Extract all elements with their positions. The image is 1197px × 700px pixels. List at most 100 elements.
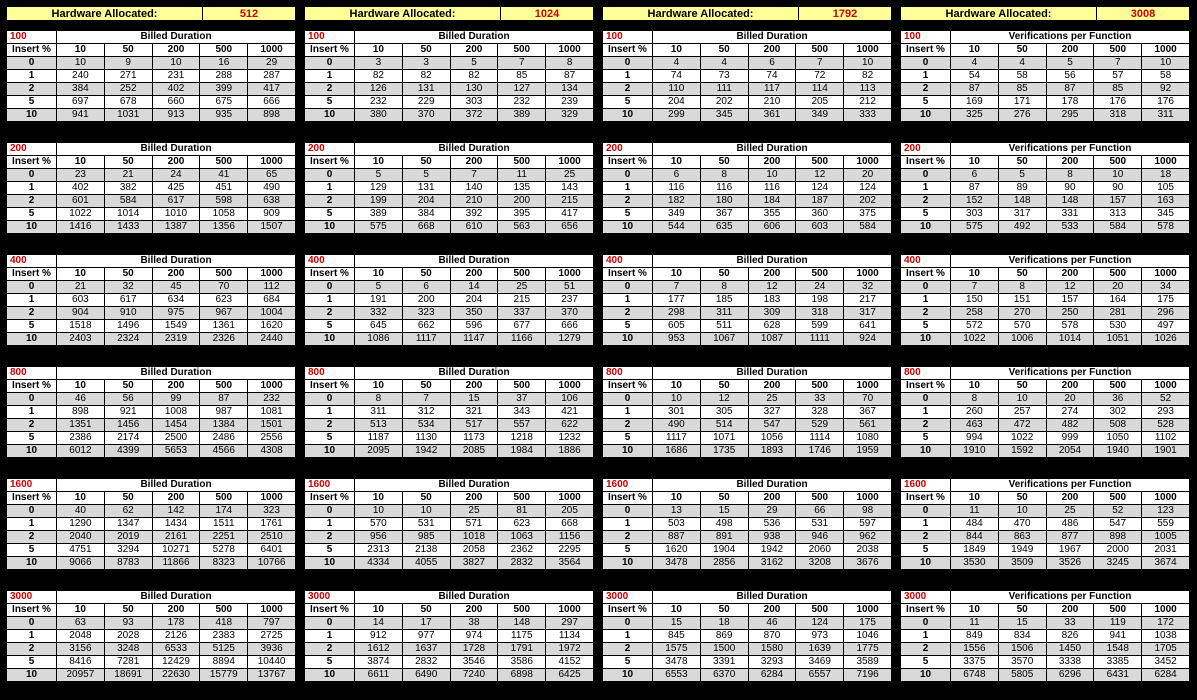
column-header-row: Insert % 10 50 200 500 1000	[900, 267, 1190, 281]
size-block-3000: 3000 Billed Duration Insert % 10 50 200 500 100…	[304, 590, 594, 682]
insert-pct-label: 0	[602, 504, 653, 518]
table-cell: 570	[997, 319, 1047, 333]
table-cell: 1063	[497, 530, 547, 544]
table-cell: 1102	[1141, 431, 1190, 445]
table-cell: 2725	[247, 629, 296, 643]
table-cell: 973	[795, 629, 845, 643]
table-cell: 6012	[56, 444, 105, 458]
size-label: 100	[602, 30, 653, 44]
table-cell: 313	[1093, 207, 1143, 221]
table-cell: 533	[1045, 220, 1095, 234]
column-header: 1000	[545, 43, 594, 57]
table-cell: 498	[699, 517, 749, 531]
table-cell: 6611	[354, 668, 403, 682]
table-cell: 33	[1045, 616, 1095, 630]
table-row: 1 74 73 74 72 82	[602, 69, 892, 83]
insert-pct-label: 0	[6, 392, 57, 406]
column-header-row: Insert % 10 50 200 500 1000	[6, 155, 296, 169]
table-cell: 185	[699, 293, 749, 307]
table-cell: 1080	[843, 431, 892, 445]
table-cell: 25	[449, 504, 499, 518]
table-cell: 425	[151, 181, 201, 195]
insert-pct-label: 5	[602, 655, 653, 669]
table-cell: 956	[354, 530, 403, 544]
table-row: 2 3156 3248 6533 5125 3936	[6, 642, 296, 656]
table-cell: 1901	[1141, 444, 1190, 458]
table-cell: 617	[103, 293, 153, 307]
table-cell: 994	[950, 431, 999, 445]
table-cell: 148	[497, 616, 547, 630]
insert-pct-label: 5	[900, 207, 951, 221]
table-cell: 797	[247, 616, 296, 630]
table-cell: 15	[652, 616, 701, 630]
column-header: 50	[103, 603, 153, 617]
table-cell: 303	[449, 95, 499, 109]
table-cell: 2313	[354, 543, 403, 557]
size-block-3000: 3000 Billed Duration Insert % 10 50 200 500 100…	[602, 590, 892, 682]
column-header: 10	[354, 267, 403, 281]
table-title: Billed Duration	[354, 590, 594, 604]
insert-pct-label: 5	[900, 431, 951, 445]
size-block-400: 400 Billed Duration Insert % 10 50 200 500 1000…	[6, 254, 296, 346]
column-header: 200	[151, 155, 201, 169]
table-cell: 332	[354, 306, 403, 320]
insert-header: Insert %	[602, 267, 653, 281]
table-cell: 21	[103, 168, 153, 182]
table-cell: 92	[1141, 82, 1190, 96]
title-row: 800 Billed Duration	[304, 366, 594, 380]
column-header: 10	[652, 379, 701, 393]
table-cell: 2440	[247, 332, 296, 346]
table-cell: 3509	[997, 556, 1047, 570]
table-row: 5 349 367 355 360 375	[602, 207, 892, 221]
insert-pct-label: 0	[6, 504, 57, 518]
column-header: 10	[354, 43, 403, 57]
table-cell: 317	[997, 207, 1047, 221]
column-header: 200	[449, 43, 499, 57]
table-cell: 85	[497, 69, 547, 83]
column-header: 50	[401, 155, 451, 169]
table-cell: 623	[497, 517, 547, 531]
table-cell: 451	[199, 181, 249, 195]
table-cell: 10	[1141, 56, 1190, 70]
table-cell: 1612	[354, 642, 403, 656]
table-cell: 1384	[199, 418, 249, 432]
table-row: 2 844 863 877 898 1005	[900, 530, 1190, 544]
insert-pct-label: 0	[900, 280, 951, 294]
title-row: 800 Billed Duration	[6, 366, 296, 380]
table-cell: 668	[545, 517, 594, 531]
table-cell: 5	[354, 280, 403, 294]
insert-pct-label: 0	[304, 616, 355, 630]
table-cell: 421	[545, 405, 594, 419]
title-row: 800 Verifications per Function	[900, 366, 1190, 380]
table-cell: 4399	[103, 444, 153, 458]
insert-pct-label: 2	[900, 642, 951, 656]
table-cell: 1026	[1141, 332, 1190, 346]
table-cell: 25	[545, 168, 594, 182]
size-label: 800	[602, 366, 653, 380]
table-row: 0 46 56 99 87 232	[6, 392, 296, 406]
size-label: 400	[6, 254, 57, 268]
column-header-row: Insert % 10 50 200 500 1000	[6, 491, 296, 505]
column-header: 10	[652, 155, 701, 169]
table-cell: 534	[401, 418, 451, 432]
table-cell: 135	[497, 181, 547, 195]
column-header-row: Insert % 10 50 200 500 1000	[602, 491, 892, 505]
table-row: 0 11 10 25 52 123	[900, 504, 1190, 518]
table-cell: 635	[699, 220, 749, 234]
table-cell: 252	[103, 82, 153, 96]
table-cell: 293	[1141, 405, 1190, 419]
table-cell: 584	[843, 220, 892, 234]
data-table: 1600 Billed Duration Insert % 10 50 200 500 100…	[602, 478, 892, 570]
column-header: 500	[1093, 491, 1143, 505]
table-row: 1 82 82 82 85 87	[304, 69, 594, 83]
table-row: 1 1290 1347 1434 1511 1761	[6, 517, 296, 531]
table-row: 10 575 668 610 563 656	[304, 220, 594, 234]
insert-pct-label: 10	[304, 444, 355, 458]
table-cell: 3452	[1141, 655, 1190, 669]
table-cell: 641	[843, 319, 892, 333]
title-row: 3000 Billed Duration	[602, 590, 892, 604]
table-cell: 3570	[997, 655, 1047, 669]
table-cell: 1910	[950, 444, 999, 458]
column-header: 200	[1045, 603, 1095, 617]
column-header: 500	[199, 43, 249, 57]
